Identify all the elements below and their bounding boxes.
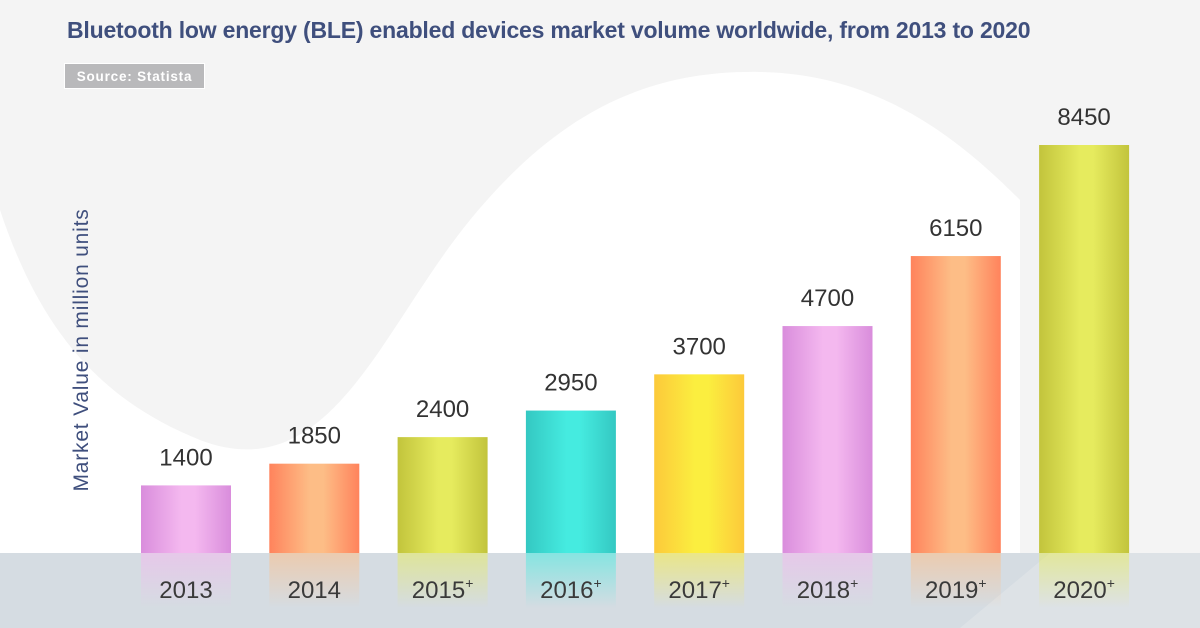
forecast-mark: + bbox=[850, 575, 858, 591]
value-label: 1850 bbox=[288, 423, 341, 450]
x-tick-label: 2014 bbox=[288, 577, 341, 604]
bar-reflection-2014 bbox=[269, 553, 360, 608]
bar-2020 bbox=[1039, 145, 1130, 553]
value-label: 1400 bbox=[159, 444, 212, 471]
x-tick-label: 2013 bbox=[159, 577, 212, 604]
x-tick-label: 2017+ bbox=[668, 575, 730, 604]
forecast-mark: + bbox=[465, 575, 473, 591]
source-badge: Source: Statista bbox=[64, 63, 205, 89]
bar-2018 bbox=[782, 326, 873, 553]
bar-2013 bbox=[141, 485, 231, 553]
bar-2015 bbox=[397, 437, 488, 553]
x-tick-label: 2015+ bbox=[412, 575, 474, 604]
chart-title: Bluetooth low energy (BLE) enabled devic… bbox=[67, 17, 1031, 43]
bar-2014 bbox=[269, 463, 360, 553]
bar-2016 bbox=[525, 410, 616, 553]
x-tick-label: 2016+ bbox=[540, 575, 602, 604]
x-tick-label: 2018+ bbox=[797, 575, 859, 604]
bars-layer bbox=[141, 145, 1130, 553]
bar-reflection-2020 bbox=[1039, 553, 1130, 608]
value-label: 8450 bbox=[1057, 104, 1110, 131]
bar-reflection-2017 bbox=[654, 553, 745, 608]
bar-reflection-2018 bbox=[782, 553, 873, 608]
x-tick-label: 2020+ bbox=[1053, 575, 1115, 604]
forecast-mark: + bbox=[594, 575, 602, 591]
x-tick-label: 2019+ bbox=[925, 575, 987, 604]
forecast-mark: + bbox=[1107, 575, 1115, 591]
value-label: 2950 bbox=[544, 370, 597, 397]
bar-reflection-2016 bbox=[525, 553, 616, 608]
bar-reflection-2019 bbox=[910, 553, 1001, 608]
value-label: 2400 bbox=[416, 396, 469, 423]
background-white-curve bbox=[0, 71, 1020, 560]
reflections-layer bbox=[141, 553, 1130, 608]
forecast-mark: + bbox=[722, 575, 730, 591]
value-label: 4700 bbox=[801, 285, 854, 312]
value-label: 3700 bbox=[673, 333, 726, 360]
bar-reflection-2015 bbox=[397, 553, 488, 608]
bar-reflection-2013 bbox=[141, 553, 231, 608]
bar-2017 bbox=[654, 374, 745, 553]
labels-layer: 1400 2013 1850 2014 2400 2015+ 2950 2016+ 3700 20… bbox=[159, 104, 1115, 604]
bar-2019 bbox=[910, 256, 1001, 553]
value-label: 6150 bbox=[929, 215, 982, 242]
forecast-mark: + bbox=[978, 575, 986, 591]
